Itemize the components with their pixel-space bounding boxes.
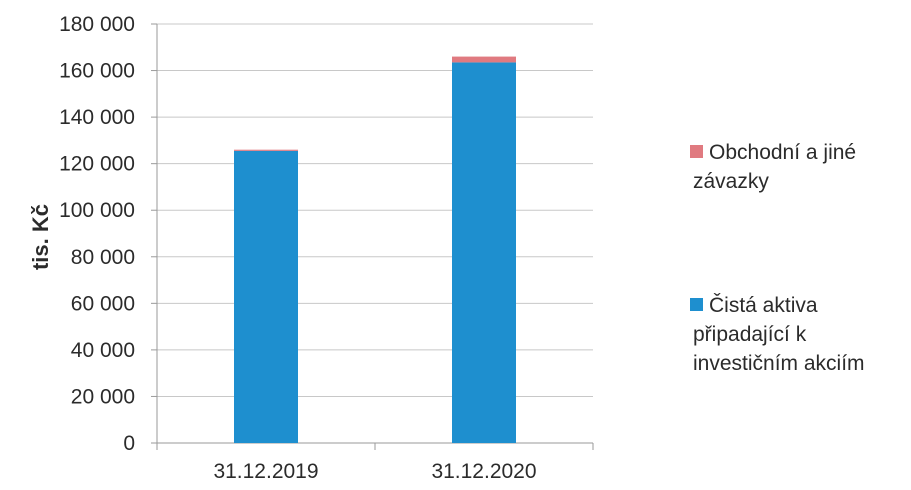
legend-swatch	[690, 145, 703, 158]
legend-label: Obchodní a jiné	[709, 141, 856, 164]
y-tick-label: 120 000	[59, 153, 135, 176]
legend-label: investičním akciím	[693, 352, 865, 375]
y-tick-label: 160 000	[59, 60, 135, 83]
y-tick-label: 100 000	[59, 199, 135, 222]
y-tick-label: 20 000	[71, 385, 135, 408]
y-tick-label: 40 000	[71, 339, 135, 362]
bar-segment-payables	[452, 56, 516, 63]
y-tick-label: 180 000	[59, 13, 135, 36]
legend-swatch	[690, 298, 703, 311]
legend-label: závazky	[693, 170, 769, 193]
y-tick-label: 60 000	[71, 292, 135, 315]
y-tick-label: 0	[123, 432, 135, 455]
bar-segment-net-assets	[452, 62, 516, 444]
y-tick-label: 80 000	[71, 246, 135, 269]
y-axis-label: tis. Kč	[28, 204, 53, 270]
legend-label: Čistá aktiva	[709, 294, 818, 317]
legend-label: připadající k	[693, 323, 807, 346]
x-tick-label: 31.12.2019	[213, 460, 318, 483]
x-tick-label: 31.12.2020	[431, 460, 536, 483]
bar-segment-payables	[234, 149, 298, 151]
y-tick-label: 140 000	[59, 106, 135, 129]
bar-segment-net-assets	[234, 150, 298, 443]
